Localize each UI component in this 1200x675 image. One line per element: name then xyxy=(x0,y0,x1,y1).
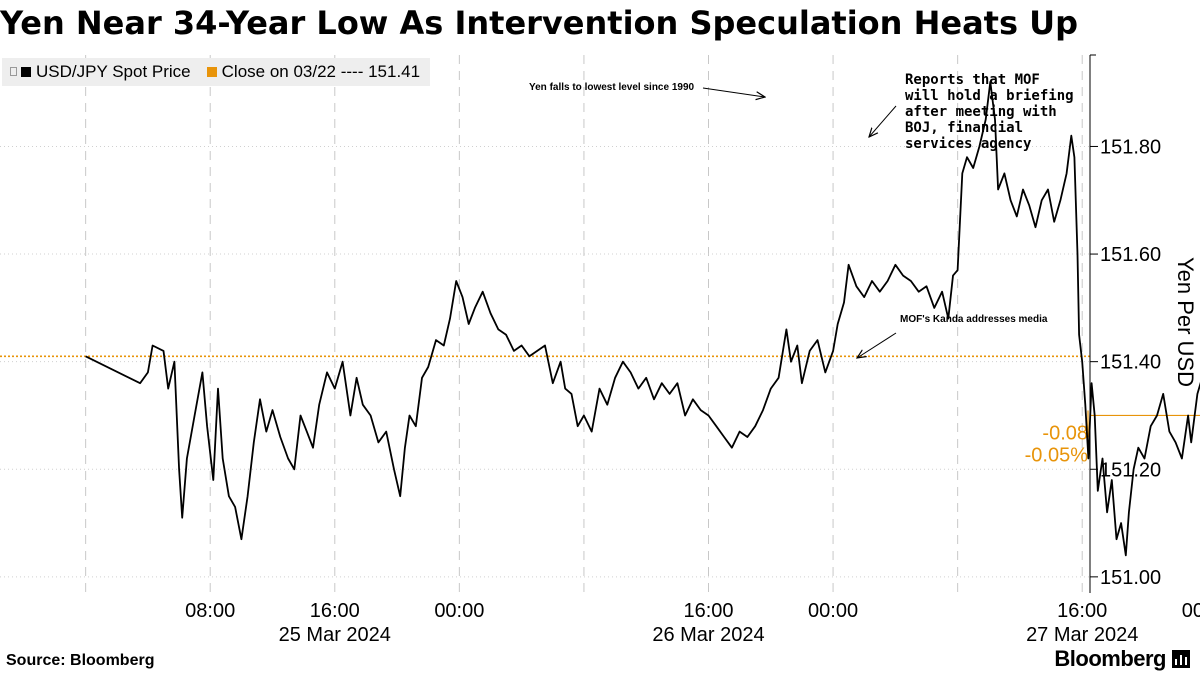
legend-item-close: Close on 03/22 ---- 151.41 xyxy=(206,62,421,82)
x-tick-label: 16:00 xyxy=(310,600,360,622)
annotation-arrow xyxy=(702,87,765,97)
y-tick-label: 151.40 xyxy=(1100,352,1161,374)
annotation-line: services agency xyxy=(905,136,1032,152)
annotation-line: BOJ, financial xyxy=(905,120,1023,136)
y-tick-label: 151.60 xyxy=(1100,244,1161,266)
legend-item-series: USD/JPY Spot Price xyxy=(21,62,191,82)
legend-series-label: USD/JPY Spot Price xyxy=(36,62,191,81)
legend-swatch-series xyxy=(21,67,31,77)
x-tick-label: 08:00 xyxy=(185,600,235,622)
y-tick-label: 151.00 xyxy=(1100,567,1161,589)
price-line xyxy=(85,81,1200,557)
x-date-label: 26 Mar 2024 xyxy=(652,624,764,646)
legend: USD/JPY Spot Price Close on 03/22 ---- 1… xyxy=(2,58,431,86)
x-date-label: 27 Mar 2024 xyxy=(1026,624,1138,646)
bloomberg-bar-icon xyxy=(1172,650,1190,668)
change-value: -0.08 xyxy=(1042,422,1088,444)
annotation-mof-briefing: Reports that MOF will hold a briefing afte… xyxy=(905,72,1074,152)
annotation-line: will hold a briefing xyxy=(905,88,1074,104)
y-tick-label: 151.20 xyxy=(1100,459,1161,481)
x-tick-label: 00:00 xyxy=(434,600,484,622)
y-axis-label: Yen Per USD xyxy=(1173,256,1198,388)
legend-swatch-close xyxy=(206,67,217,77)
x-date-label: 25 Mar 2024 xyxy=(279,624,391,646)
source-note: Source: Bloomberg xyxy=(6,652,155,669)
legend-close-label: Close on 03/22 ---- 151.41 xyxy=(221,62,421,81)
change-percent: -0.05% xyxy=(1025,444,1089,466)
annotation-kanda: MOF's Kanda addresses media xyxy=(900,314,1048,325)
annotation-lowest-level: Yen falls to lowest level since 1990 xyxy=(529,82,695,93)
x-tick-label: 00:00 xyxy=(1182,600,1200,622)
brand-text: Bloomberg xyxy=(1054,646,1166,671)
y-tick-label: 151.80 xyxy=(1100,136,1161,158)
x-tick-label: 00:00 xyxy=(808,600,858,622)
x-tick-label: 16:00 xyxy=(683,600,733,622)
legend-toggle-icon[interactable] xyxy=(10,66,17,76)
annotation-line: after meeting with xyxy=(905,104,1057,120)
annotation-arrow xyxy=(857,332,897,358)
annotation-line: Reports that MOF xyxy=(905,72,1040,88)
chart-title: Yen Near 34-Year Low As Intervention Spe… xyxy=(0,4,1079,42)
brand-logo: Bloomberg xyxy=(1054,646,1190,672)
x-tick-label: 16:00 xyxy=(1057,600,1107,622)
annotation-arrow xyxy=(869,105,897,137)
